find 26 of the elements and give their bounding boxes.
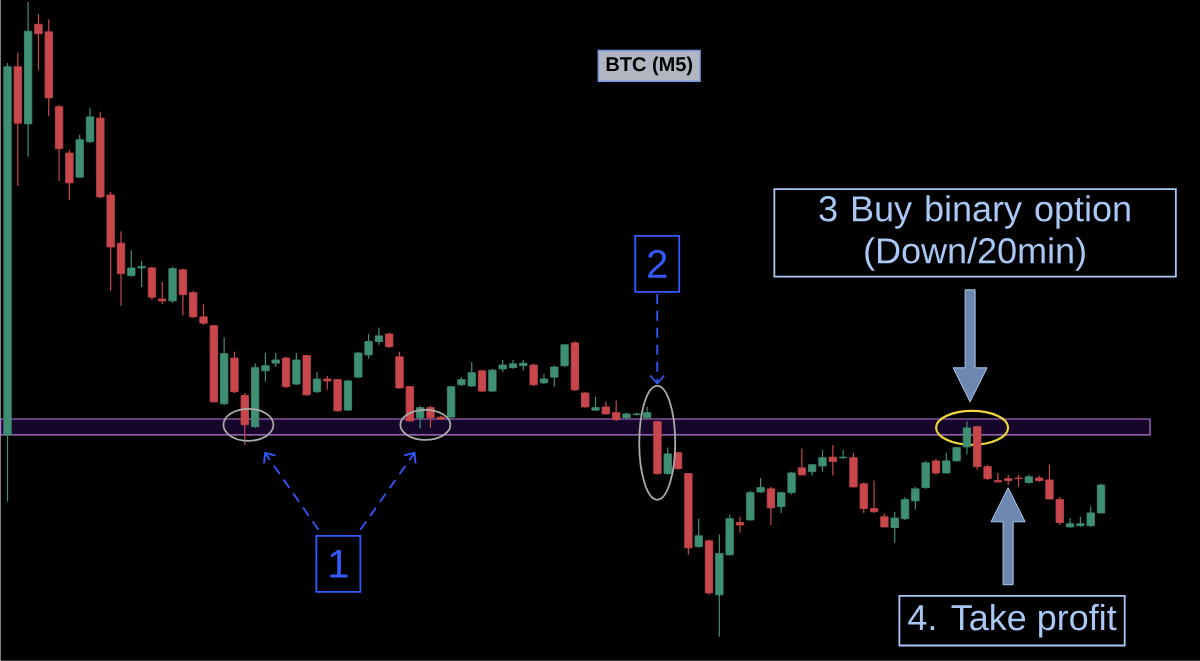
candlestick: [612, 400, 621, 422]
annotation: 2: [648, 250, 667, 278]
candlestick: [797, 448, 806, 477]
annotation: 4. Take profit: [908, 604, 1117, 638]
candlestick: [993, 472, 1002, 484]
candlestick: [839, 449, 848, 460]
annotation: 3 Buy binary option (Down/20min): [819, 195, 1130, 271]
candlestick: [735, 516, 745, 534]
candlestick: [890, 511, 899, 544]
text: BTC (M5): [606, 56, 693, 76]
candlestick: [663, 447, 672, 476]
candlestick: [374, 327, 384, 346]
annotation: 1: [330, 550, 348, 578]
candlestick: [900, 496, 910, 521]
candlestick: [869, 480, 879, 514]
candlestick: [261, 352, 270, 383]
candlestick: [962, 421, 972, 456]
candlestick: [766, 486, 776, 526]
candlestick: [560, 343, 569, 368]
candlestick: [911, 486, 920, 511]
candlestick: [312, 371, 322, 394]
candlestick: [828, 444, 837, 477]
candlestick: [694, 518, 703, 549]
candlestick: [477, 369, 487, 393]
candlestick: [1065, 517, 1075, 529]
candlestick: [158, 281, 167, 305]
